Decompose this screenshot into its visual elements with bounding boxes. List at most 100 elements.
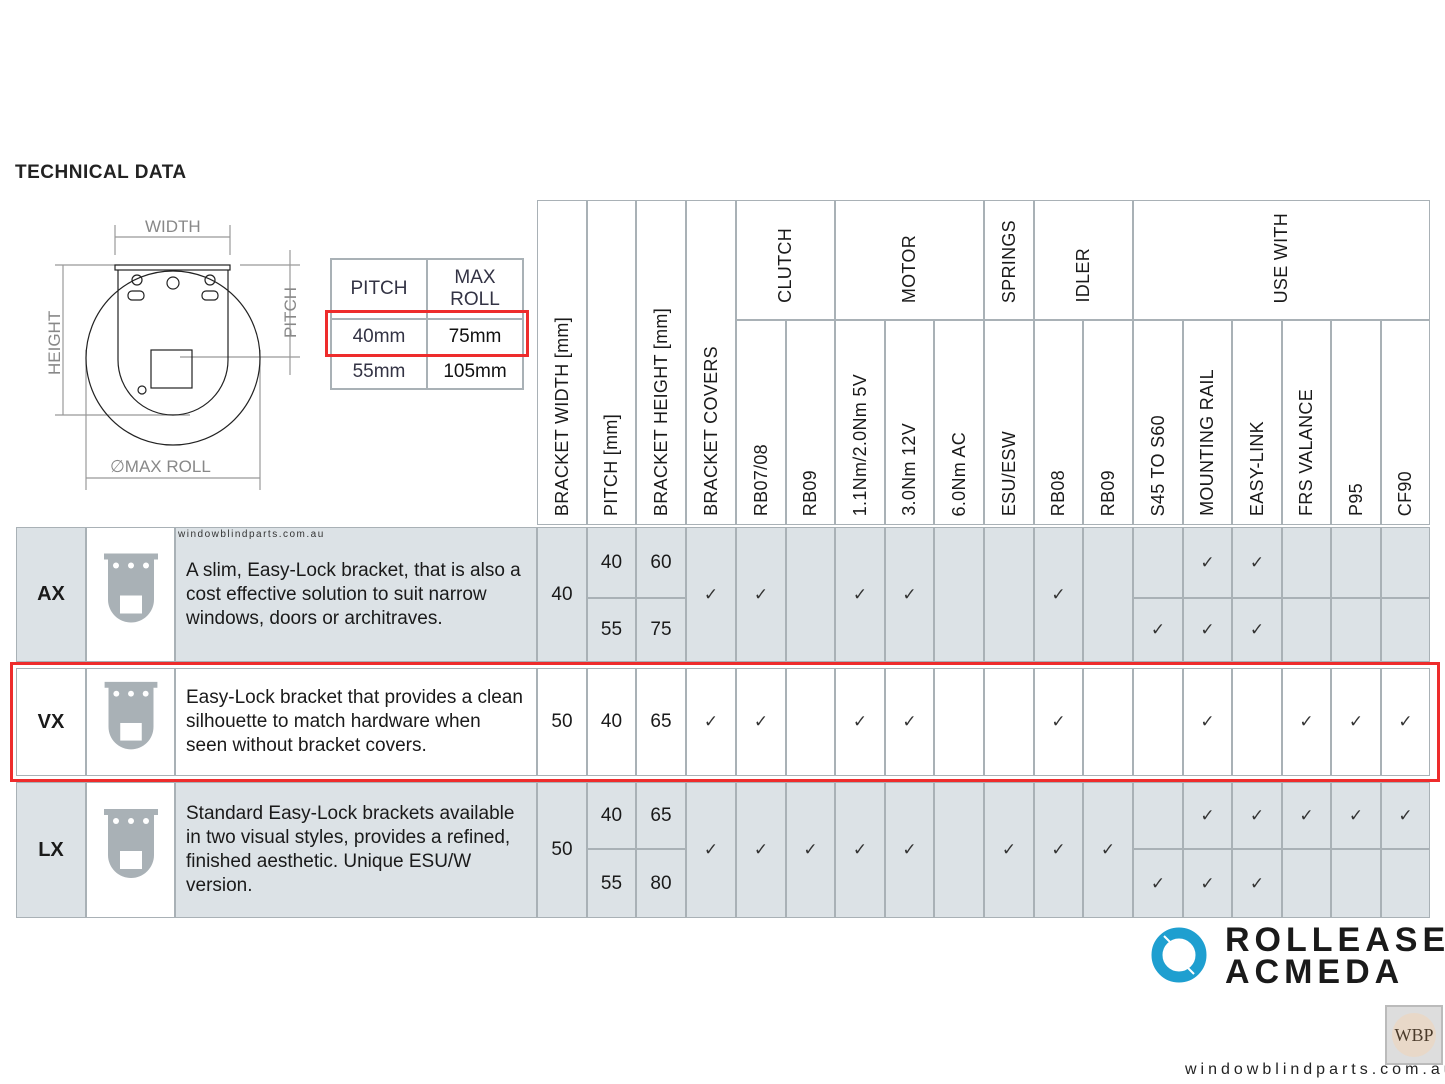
check-cell: ✓ [984, 782, 1034, 918]
pitch-cell: 55mm [330, 354, 428, 390]
check-cell [1381, 527, 1430, 598]
brand-line-1: ROLLEASE [1225, 921, 1445, 959]
page-title: TECHNICAL DATA [15, 162, 187, 183]
check-cell [786, 527, 835, 662]
check-cell: ✓ [1183, 527, 1232, 598]
column-group-header: IDLER [1034, 200, 1133, 320]
check-cell: ✓ [786, 782, 835, 918]
column-header: RB09 [786, 320, 835, 525]
rollease-logo-icon [1151, 927, 1207, 983]
value-cell: 80 [636, 849, 686, 918]
column-group-header: CLUTCH [736, 200, 835, 320]
bracket-icon [103, 809, 158, 878]
column-header: ESU/ESW [984, 320, 1034, 525]
check-cell [1083, 668, 1133, 776]
pitch-roll-table: PITCH MAX ROLL 40mm 75mm 55mm 105mm [330, 258, 524, 390]
column-header: RB09 [1083, 320, 1133, 525]
column-header: S45 TO S60 [1133, 320, 1183, 525]
check-cell [1232, 668, 1282, 776]
pitch-highlight-box [325, 310, 529, 357]
column-header-label: FRS VALANCE [1296, 389, 1316, 516]
check-cell [934, 668, 984, 776]
row-highlight-box [10, 662, 1440, 782]
max-roll-header: MAX ROLL [426, 258, 524, 320]
check-cell: ✓ [1183, 782, 1232, 849]
column-header-label: 3.0Nm 12V [899, 423, 919, 516]
pitch-label: PITCH [281, 287, 300, 338]
check-cell [1133, 668, 1183, 776]
bracket-code: AX [16, 527, 86, 662]
column-header-label: EASY-LINK [1246, 420, 1267, 516]
column-header-label: 6.0Nm AC [948, 431, 969, 516]
check-cell: ✓ [835, 782, 885, 918]
value-cell: 50 [537, 668, 587, 776]
column-header-label: 1.1Nm/2.0Nm 5V [849, 373, 870, 516]
check-cell: ✓ [1183, 668, 1232, 776]
wbp-badge: WBP [1385, 1005, 1443, 1065]
group-label: CLUTCH [775, 228, 795, 303]
column-header: RB08 [1034, 320, 1083, 525]
value-cell: 40 [587, 668, 636, 776]
column-header-label: BRACKET WIDTH [mm] [551, 316, 572, 516]
check-cell: ✓ [1232, 598, 1282, 662]
check-cell [984, 668, 1034, 776]
check-cell [1381, 598, 1430, 662]
check-cell: ✓ [835, 668, 885, 776]
check-cell: ✓ [1232, 849, 1282, 918]
check-cell [984, 527, 1034, 662]
value-cell: 75 [636, 598, 686, 662]
value-cell: 55 [587, 598, 636, 662]
check-cell: ✓ [686, 782, 736, 918]
column-group-header: SPRINGS [984, 200, 1034, 320]
column-header: BRACKET HEIGHT [mm] [636, 200, 686, 525]
check-cell: ✓ [1232, 527, 1282, 598]
check-cell [1133, 782, 1183, 849]
column-header: BRACKET WIDTH [mm] [537, 200, 587, 525]
bracket-icon [104, 681, 157, 750]
check-cell: ✓ [736, 668, 786, 776]
column-header-label: PITCH [mm] [601, 414, 621, 516]
check-cell [1282, 527, 1331, 598]
check-cell: ✓ [1232, 782, 1282, 849]
value-cell: 40 [587, 782, 636, 849]
bracket-icon [103, 553, 158, 623]
check-cell [1083, 527, 1133, 662]
check-cell: ✓ [1083, 782, 1133, 918]
check-cell [1282, 598, 1331, 662]
column-group-header: MOTOR [835, 200, 984, 320]
check-cell: ✓ [1183, 849, 1232, 918]
check-cell: ✓ [885, 668, 934, 776]
column-header-label: MOUNTING RAIL [1197, 369, 1217, 516]
check-cell: ✓ [1381, 782, 1430, 849]
bracket-description: A slim, Easy-Lock bracket, that is also … [175, 527, 537, 662]
check-cell: ✓ [1331, 668, 1381, 776]
check-cell [1331, 527, 1381, 598]
column-header-label: RB07/08 [750, 443, 771, 516]
value-cell: 65 [636, 782, 686, 849]
value-cell: 65 [636, 668, 686, 776]
group-label: USE WITH [1271, 212, 1291, 303]
column-header: CF90 [1381, 320, 1430, 525]
check-cell [1331, 849, 1381, 918]
column-header: BRACKET COVERS [686, 200, 736, 525]
value-cell: 60 [636, 527, 686, 598]
watermark-text: windowblindparts.com.au [178, 529, 325, 540]
width-label: WIDTH [145, 217, 201, 236]
check-cell [1331, 598, 1381, 662]
column-header: 6.0Nm AC [934, 320, 984, 525]
check-cell: ✓ [1282, 668, 1331, 776]
bracket-dimension-diagram: WIDTH HEIGHT PITCH ∅MAX ROLL [45, 217, 300, 490]
group-label: IDLER [1073, 248, 1093, 303]
column-header: RB07/08 [736, 320, 786, 525]
bracket-image [86, 782, 175, 918]
check-cell [934, 527, 984, 662]
column-header-label: RB09 [1097, 469, 1118, 516]
brand-line-2: ACMEDA [1225, 953, 1405, 991]
check-cell: ✓ [835, 527, 885, 662]
check-cell: ✓ [736, 527, 786, 662]
check-cell: ✓ [1133, 598, 1183, 662]
column-header-label: CF90 [1395, 470, 1415, 516]
value-cell: 50 [537, 782, 587, 918]
column-header: FRS VALANCE [1282, 320, 1331, 525]
bracket-code: VX [16, 668, 86, 776]
